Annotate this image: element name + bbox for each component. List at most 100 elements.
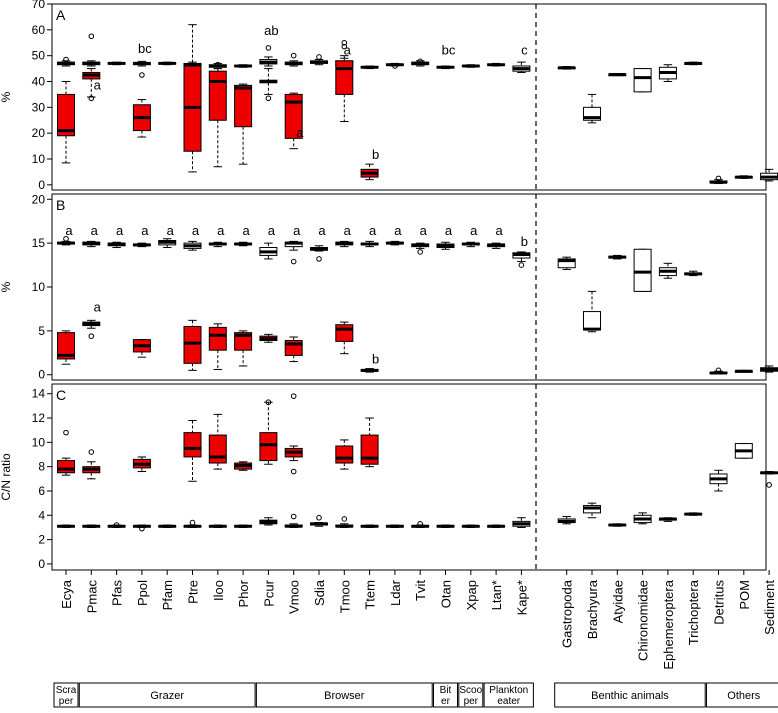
box-Pfas [107,241,126,249]
box-Phor [234,330,253,367]
y-tick-label: 10 [32,435,46,449]
x-tick-label: Detritus [712,580,727,625]
significance-letter: ab [264,23,278,38]
outlier-point [715,175,722,182]
box-Phor [234,461,253,471]
y-tick-label: 14 [32,387,46,401]
outlier-point [392,63,398,69]
box-Ecya [57,429,75,476]
box-iqr [208,70,227,121]
group-label-line1: Scra [56,685,77,696]
y-tick-label: 4 [38,508,45,522]
group-box [78,682,256,708]
box-Gastropoda [557,516,576,525]
x-tick-label: Ttem [363,580,378,610]
box-iqr [57,332,75,360]
box-Vmoo [284,513,303,528]
box-Ptre [183,319,202,371]
group-label-line1: Plankton [489,685,528,696]
box-Tvit [411,521,430,528]
box-Sediment [760,365,778,373]
box-Chironomidae [633,512,652,525]
box-Pcur [259,333,278,343]
box-Vmoo [284,52,303,67]
box-Iloo [208,524,227,528]
box-Gastropoda [557,256,576,270]
box-Sediment [760,471,778,488]
x-tick-label: Sediment [762,580,777,635]
panel-frame [51,383,767,571]
group-box [706,682,778,708]
box-Iloo [208,413,227,470]
box-Tvit [411,58,430,67]
panel-label: C [56,387,66,403]
x-tick-label: Pcur [261,579,276,606]
group-label: Browser [324,690,365,702]
group-label-line1: Scoo [459,685,482,696]
outlier-point [290,393,297,399]
y-tick-label: 30 [32,100,46,114]
group-label: Benthic animals [591,690,669,702]
outlier-point [290,513,297,520]
group-label-line1: Bit [440,685,452,696]
box-Pfam [158,61,177,66]
significance-letter: a [293,223,301,238]
significance-letter: a [495,223,503,238]
panel-frame [51,193,767,381]
box-Ttem [360,240,379,248]
x-tick-label: Ephemeroptera [661,579,676,669]
significance-letter: b [521,234,528,249]
box-Pmac [82,524,101,528]
outlier-point [265,399,272,406]
significance-letter: a [116,223,124,238]
outlier-point [290,52,297,59]
y-tick-label: 40 [32,75,46,89]
box-iqr [335,445,354,464]
x-tick-label: Gastropoda [560,579,575,648]
outlier-point [341,39,348,46]
outlier-point [265,45,272,51]
box-Iloo [208,68,227,168]
box-iqr [633,248,652,292]
box-Pcur [259,517,278,526]
box-Trichoptera [684,512,703,516]
box-Ptre [183,24,202,173]
x-tick-label: Pfam [160,580,175,610]
box-iqr [208,326,227,351]
significance-letter: a [94,77,102,92]
significance-letter: a [141,223,149,238]
box-Ptre [183,419,202,482]
box-Otan [436,241,455,250]
y-axis-label: % [0,91,13,102]
outlier-point [189,519,196,526]
x-tick-label: POM [737,580,752,610]
box-Ttem [360,524,379,528]
box-POM [734,369,753,373]
box-Pmac [82,68,101,102]
y-tick-label: 12 [32,411,46,425]
box-Pmac [82,319,101,339]
y-tick-label: 50 [32,49,46,63]
box-Ppol [132,242,151,248]
outlier-point [766,482,772,488]
outlier-point [139,525,145,532]
box-Ldar [385,62,404,69]
box-Kape* [512,251,531,268]
significance-letter: a [470,223,478,238]
box-Ecya [57,235,75,246]
outlier-point [417,521,424,527]
y-tick-label: 8 [38,460,45,474]
box-Chironomidae [633,68,652,93]
box-Ephemeroptera [658,64,677,82]
box-Ecya [57,524,75,528]
significance-letter: a [420,223,428,238]
x-tick-label: Ltan* [489,580,504,610]
box-Xpap [461,64,480,68]
box-Pfas [107,522,126,528]
box-iqr [633,68,652,93]
y-tick-label: 15 [32,236,46,250]
box-Ltan* [487,62,506,67]
